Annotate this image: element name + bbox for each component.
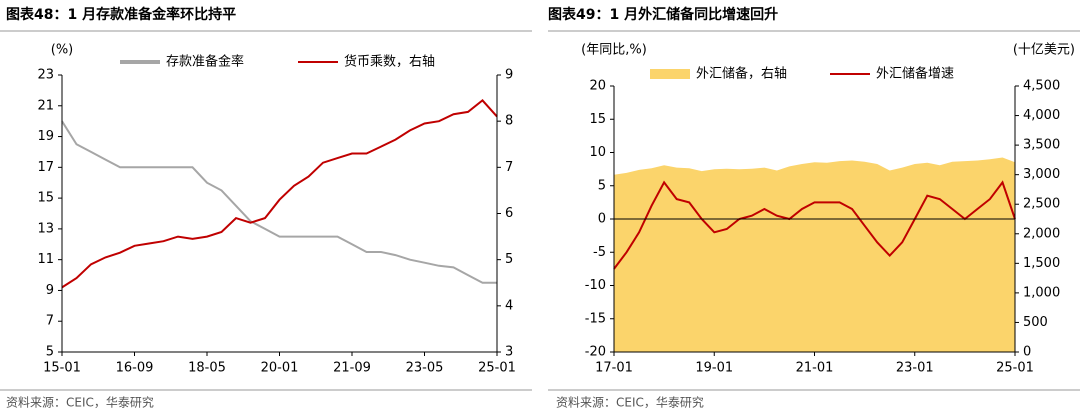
y-tick-label: 17 <box>37 160 54 175</box>
x-tick-label: 16-09 <box>116 361 154 376</box>
y-tick-label: 15 <box>589 112 606 127</box>
y-tick-label: 15 <box>37 191 54 206</box>
x-tick-label: 21-01 <box>796 361 834 376</box>
x-tick-label: 18-05 <box>188 361 226 376</box>
y2-tick-label: 9 <box>505 68 513 83</box>
y2-tick-label: 1,500 <box>1023 256 1060 271</box>
legend-swatch <box>650 69 690 79</box>
y2-tick-label: 2,500 <box>1023 197 1060 212</box>
y-tick-label: 11 <box>37 252 54 267</box>
y-tick-label: 7 <box>46 314 54 329</box>
x-tick-label: 21-09 <box>333 361 371 376</box>
source: 资料来源：CEIC，华泰研究 <box>6 395 154 410</box>
y-tick-label: 10 <box>589 145 606 160</box>
y-tick-label: 5 <box>598 178 606 193</box>
y2-tick-label: 8 <box>505 114 513 129</box>
legend-label: 外汇储备增速 <box>876 66 954 82</box>
y-tick-label: 9 <box>46 283 54 298</box>
x-tick-label: 23-01 <box>896 361 934 376</box>
y-axis-label: (年同比,%) <box>581 43 647 58</box>
y2-tick-label: 500 <box>1023 315 1048 330</box>
y-tick-label: -10 <box>585 278 606 293</box>
y-tick-label: -15 <box>585 311 606 326</box>
line <box>61 99 498 289</box>
y-tick-label: 19 <box>37 129 54 144</box>
y2-tick-label: 7 <box>505 160 513 175</box>
y2-tick-label: 5 <box>505 252 513 267</box>
y-tick-label: 23 <box>37 68 54 83</box>
x-tick-label: 20-01 <box>261 361 299 376</box>
y2-tick-label: 0 <box>1023 345 1031 360</box>
line <box>61 120 497 284</box>
y2-tick-label: 3,000 <box>1023 167 1060 182</box>
y-tick-label: 20 <box>589 79 606 94</box>
x-tick-label: 25-01 <box>478 361 516 376</box>
y2-axis-label: (十亿美元) <box>1013 43 1075 58</box>
y2-tick-label: 2,000 <box>1023 226 1060 241</box>
chart-title: 图表48：1 月存款准备金率环比持平 <box>6 6 236 23</box>
chart-title: 图表49：1 月外汇储备同比增速回升 <box>548 6 778 23</box>
legend-label: 货币乘数，右轴 <box>344 54 435 70</box>
x-tick-label: 19-01 <box>695 361 733 376</box>
y2-tick-label: 3 <box>505 345 513 360</box>
y-tick-label: -20 <box>585 345 606 360</box>
line <box>613 180 1016 270</box>
area <box>614 157 1015 352</box>
y-tick-label: 13 <box>37 221 54 236</box>
y2-tick-label: 4,000 <box>1023 108 1060 123</box>
x-tick-label: 23-05 <box>406 361 444 376</box>
source: 资料来源：CEIC，华泰研究 <box>556 395 704 410</box>
legend-label: 外汇储备，右轴 <box>696 66 787 82</box>
y2-tick-label: 3,500 <box>1023 138 1060 153</box>
x-tick-label: 25-01 <box>996 361 1034 376</box>
y-axis-label: (%) <box>51 43 74 58</box>
y2-tick-label: 4 <box>505 298 513 313</box>
y2-tick-label: 6 <box>505 206 513 221</box>
y2-tick-label: 4,500 <box>1023 79 1060 94</box>
x-tick-label: 17-01 <box>595 361 633 376</box>
y-tick-label: 0 <box>598 212 606 227</box>
y2-tick-label: 1,000 <box>1023 285 1060 300</box>
y-tick-label: 5 <box>46 345 54 360</box>
legend-label: 存款准备金率 <box>166 54 244 70</box>
x-tick-label: 15-01 <box>43 361 81 376</box>
y-tick-label: -5 <box>593 245 606 260</box>
y-tick-label: 21 <box>37 98 54 113</box>
